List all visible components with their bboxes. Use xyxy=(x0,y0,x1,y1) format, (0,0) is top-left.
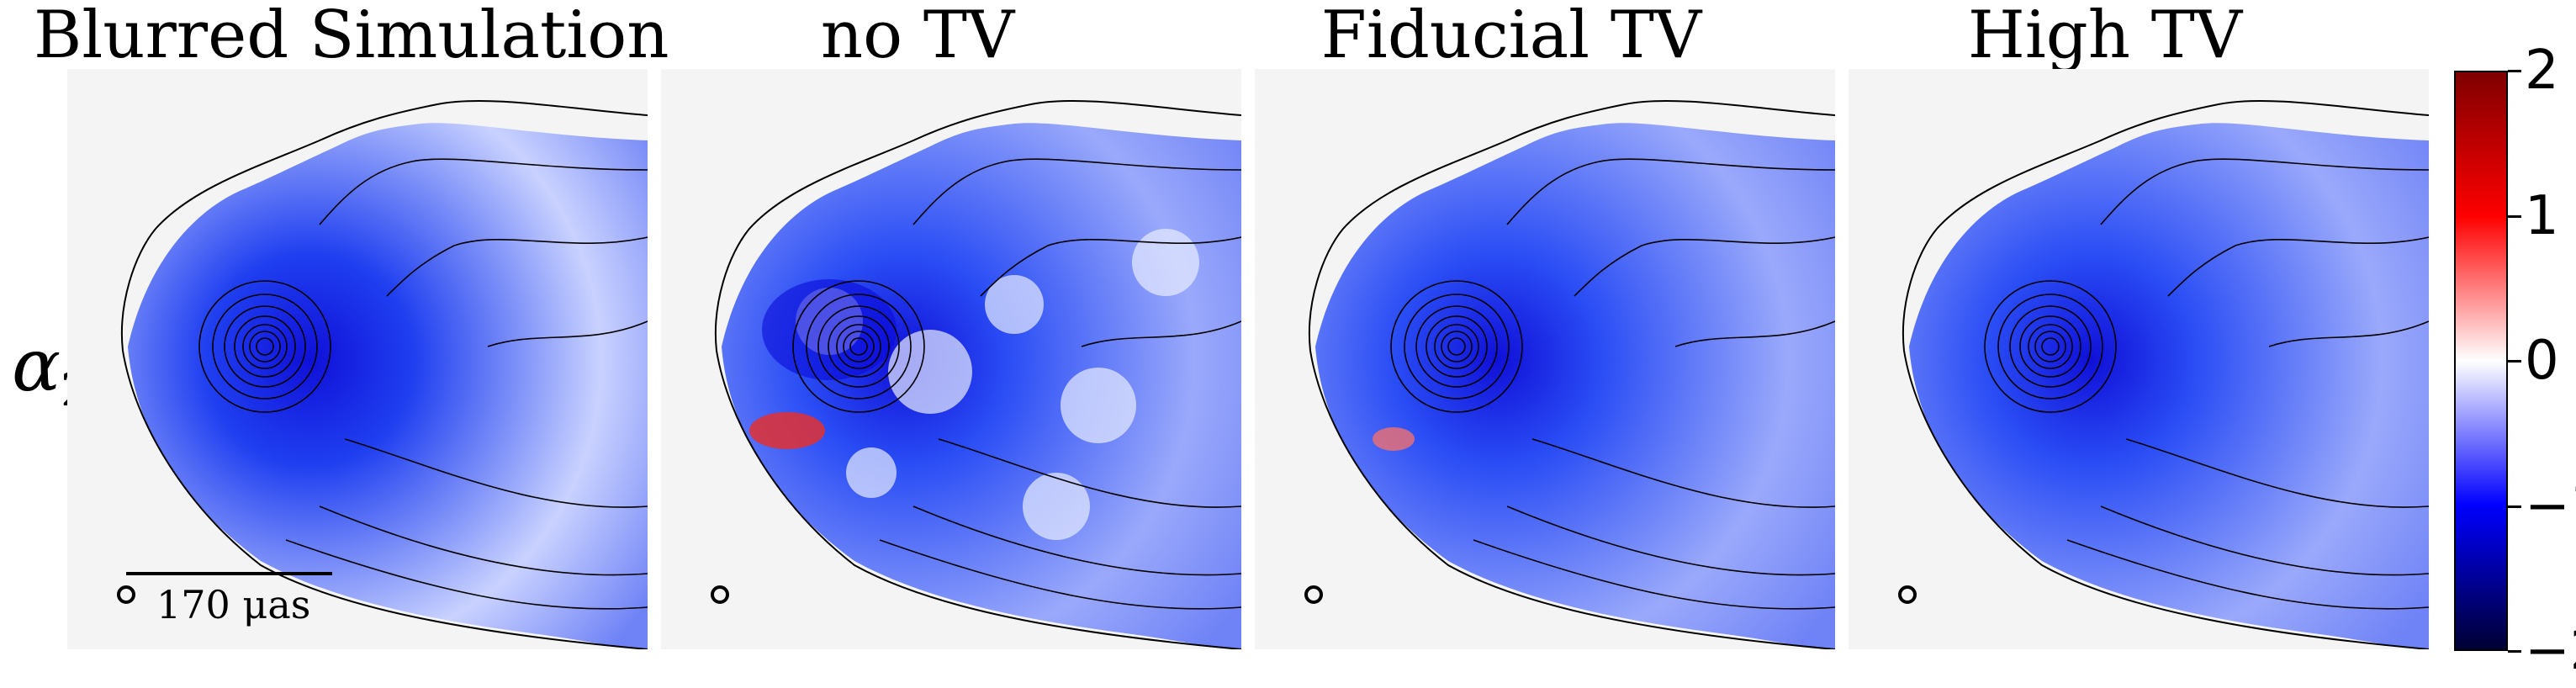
jet-emission-region xyxy=(722,123,1241,649)
jet-emission-region xyxy=(1315,123,1835,649)
core-contour xyxy=(234,315,296,378)
colorbar-tick-label: −1 xyxy=(2525,474,2576,537)
beam-circle xyxy=(1304,585,1323,604)
noise-blob xyxy=(1023,473,1090,540)
contour-line xyxy=(2100,158,2429,225)
core-contour xyxy=(792,280,925,413)
contour-line xyxy=(319,158,648,225)
core-contour xyxy=(1447,337,1466,356)
contour-line xyxy=(1506,158,1835,225)
core-contour xyxy=(2028,324,2073,369)
y-axis-label-main: α xyxy=(12,323,61,408)
contour-line xyxy=(1674,320,1835,347)
core-contour xyxy=(2009,305,2092,388)
contour-line xyxy=(1081,320,1241,347)
red-feature xyxy=(749,412,825,449)
core-contour xyxy=(1404,294,1510,400)
core-contour xyxy=(198,280,331,413)
contour-line xyxy=(912,505,1241,576)
contour-line xyxy=(2125,438,2429,508)
contour-line xyxy=(285,539,648,610)
panel-title-high-tv: High TV xyxy=(1967,0,2243,73)
contour-line xyxy=(2268,320,2429,347)
jet-emission-region xyxy=(1909,123,2429,649)
panel-title-fiducial-tv: Fiducial TV xyxy=(1320,0,1702,73)
core-contour xyxy=(836,324,881,369)
colorbar-tick-label: 2 xyxy=(2525,40,2559,102)
colorbar-tick xyxy=(2508,360,2521,363)
core-contour xyxy=(1997,294,2103,400)
contour-line xyxy=(938,438,1241,508)
core-contour xyxy=(843,331,875,363)
heatmap-svg xyxy=(711,99,1241,649)
outer-contour xyxy=(1309,99,1835,649)
scale-bar xyxy=(126,572,332,575)
core-contour xyxy=(1434,324,1479,369)
heatmap-svg xyxy=(1304,99,1835,649)
core-contour xyxy=(817,305,900,388)
heatmap-svg xyxy=(117,99,648,649)
core-contour xyxy=(2041,337,2060,356)
noise-blob xyxy=(888,330,972,414)
core-contour xyxy=(849,337,868,356)
colorbar-tick-label: −2 xyxy=(2525,620,2576,682)
heatmap-svg xyxy=(1898,99,2429,649)
core-contour xyxy=(224,305,306,388)
contour-line xyxy=(386,236,648,297)
contour-line xyxy=(2066,539,2429,610)
outer-contour xyxy=(1902,99,2429,649)
core-contour xyxy=(2034,331,2066,363)
contour-line xyxy=(879,539,1241,610)
beam-circle xyxy=(711,585,729,604)
contour-line xyxy=(1531,438,1835,508)
core-contour xyxy=(1415,305,1498,388)
colorbar-tick-label: 1 xyxy=(2525,184,2559,247)
noise-blob xyxy=(846,447,897,498)
contour-line xyxy=(2100,505,2429,576)
blue-core-feature xyxy=(762,279,897,380)
contour-line xyxy=(1506,505,1835,576)
outer-contour xyxy=(715,99,1241,649)
contour-line xyxy=(344,438,648,508)
outer-contour xyxy=(121,99,648,649)
colorbar-tick xyxy=(2508,70,2521,72)
beam-circle xyxy=(117,585,135,604)
noise-blob xyxy=(1061,368,1136,443)
scale-bar-label: 170 μas xyxy=(156,582,311,627)
jet-emission-region xyxy=(128,123,648,649)
panel-blurred-simulation xyxy=(67,69,648,649)
colorbar-tick xyxy=(2508,650,2521,653)
panel-title-blurred: Blurred Simulation xyxy=(34,0,669,73)
core-contour xyxy=(1390,280,1523,413)
panel-title-no-tv: no TV xyxy=(820,0,1015,73)
noise-blob xyxy=(1132,229,1199,296)
red-feature xyxy=(1373,427,1415,451)
contour-line xyxy=(980,236,1241,297)
panel-no-tv xyxy=(661,69,1241,649)
colorbar-tick-label: 0 xyxy=(2525,330,2559,392)
core-contour xyxy=(828,315,890,378)
colorbar-tick xyxy=(2508,505,2521,508)
beam-circle xyxy=(1898,585,1917,604)
core-contour xyxy=(256,337,274,356)
core-contour xyxy=(806,294,912,400)
contour-line xyxy=(487,320,648,347)
panel-high-tv xyxy=(1849,69,2429,649)
contour-line xyxy=(319,505,648,576)
core-contour xyxy=(2019,315,2081,378)
core-contour xyxy=(242,324,288,369)
core-contour xyxy=(1441,331,1473,363)
contour-line xyxy=(912,158,1241,225)
contour-line xyxy=(2167,236,2429,297)
core-contour xyxy=(212,294,318,400)
core-contour xyxy=(1426,315,1488,378)
colorbar-tick xyxy=(2508,214,2521,218)
panel-fiducial-tv xyxy=(1255,69,1835,649)
core-contour xyxy=(1984,280,2117,413)
contour-line xyxy=(1473,539,1835,610)
core-contour xyxy=(249,331,281,363)
colorbar xyxy=(2454,71,2508,651)
contour-line xyxy=(1574,236,1835,297)
noise-blob xyxy=(985,275,1044,334)
